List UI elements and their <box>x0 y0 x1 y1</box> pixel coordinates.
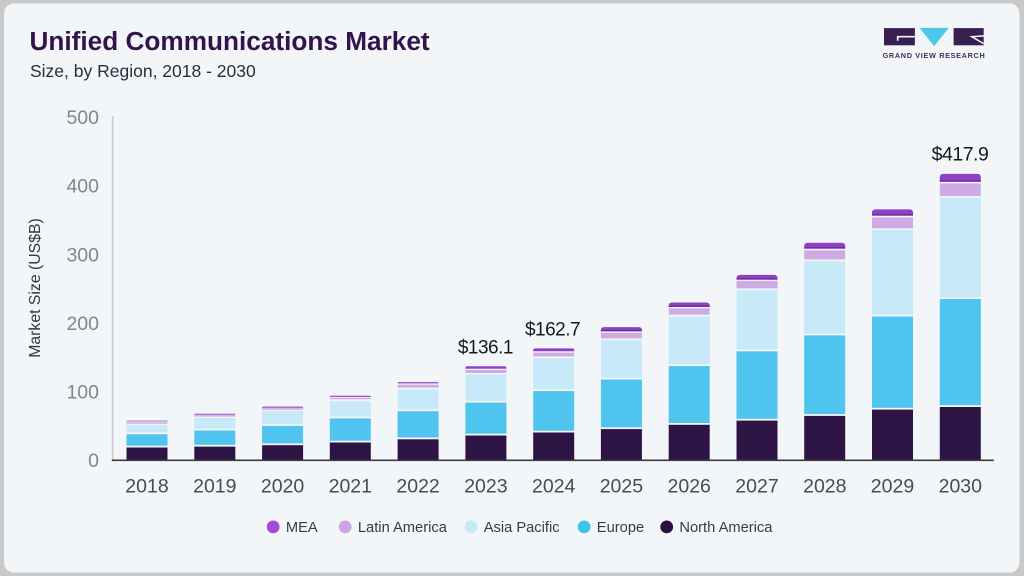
svg-text:2022: 2022 <box>396 475 439 497</box>
svg-text:GRAND VIEW RESEARCH: GRAND VIEW RESEARCH <box>883 51 986 60</box>
svg-text:Market Size (US$B): Market Size (US$B) <box>27 218 44 358</box>
svg-text:Latin America: Latin America <box>358 520 448 536</box>
svg-text:2029: 2029 <box>871 475 914 497</box>
svg-text:100: 100 <box>66 382 99 404</box>
svg-text:$417.9: $417.9 <box>932 143 989 165</box>
svg-text:200: 200 <box>66 313 99 335</box>
svg-text:2021: 2021 <box>329 475 372 497</box>
svg-text:2026: 2026 <box>668 475 711 497</box>
svg-text:2024: 2024 <box>532 475 576 497</box>
svg-text:Europe: Europe <box>597 520 644 536</box>
svg-text:500: 500 <box>66 107 99 129</box>
svg-text:300: 300 <box>66 244 99 266</box>
svg-text:Unified Communications Market: Unified Communications Market <box>30 26 430 56</box>
svg-text:400: 400 <box>66 176 99 198</box>
svg-text:North America: North America <box>679 520 773 536</box>
svg-text:2027: 2027 <box>735 475 778 497</box>
svg-text:2020: 2020 <box>261 475 305 497</box>
svg-text:2028: 2028 <box>803 475 846 497</box>
svg-text:2025: 2025 <box>600 475 644 497</box>
svg-text:Size, by Region, 2018 - 2030: Size, by Region, 2018 - 2030 <box>30 61 256 81</box>
svg-text:Asia Pacific: Asia Pacific <box>484 520 560 536</box>
svg-text:2018: 2018 <box>125 475 168 497</box>
svg-text:2019: 2019 <box>193 475 236 497</box>
svg-text:MEA: MEA <box>286 520 318 536</box>
svg-text:$136.1: $136.1 <box>458 338 513 359</box>
svg-text:2023: 2023 <box>464 475 507 497</box>
svg-text:0: 0 <box>88 450 99 472</box>
svg-text:$162.7: $162.7 <box>525 320 580 341</box>
svg-text:2030: 2030 <box>939 475 983 497</box>
